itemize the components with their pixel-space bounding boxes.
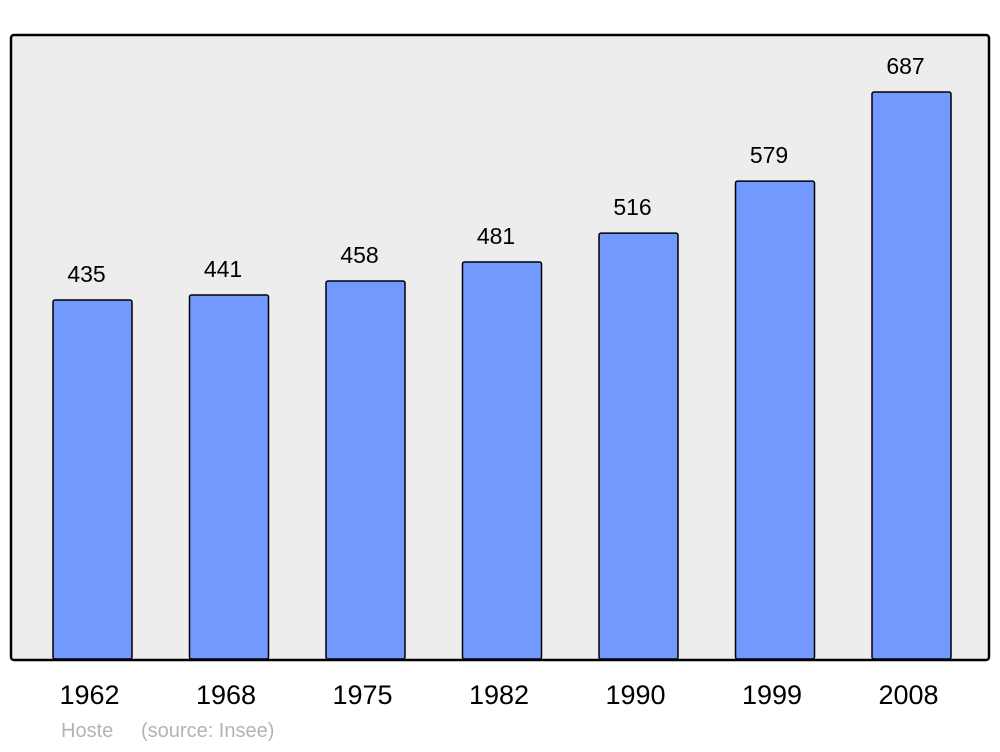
data-label-1962: 435 (67, 261, 105, 287)
data-label-1982: 481 (477, 223, 515, 249)
x-tick-label-1968: 1968 (196, 680, 256, 710)
data-label-1990: 516 (613, 194, 651, 220)
bar-1990 (598, 232, 679, 660)
bar-1962 (52, 299, 133, 660)
x-tick-label-1975: 1975 (332, 680, 392, 710)
data-label-1968: 441 (204, 256, 242, 282)
data-label-2008: 687 (886, 53, 924, 79)
data-label-1975: 458 (340, 242, 378, 268)
x-tick-label-1982: 1982 (469, 680, 529, 710)
x-tick-label-1962: 1962 (59, 680, 119, 710)
bar-1982 (461, 261, 543, 660)
data-label-1999: 579 (750, 142, 788, 168)
x-tick-label-1990: 1990 (605, 680, 665, 710)
bar-1999 (734, 180, 816, 660)
x-tick-label-1999: 1999 (742, 680, 802, 710)
bar-1975 (325, 280, 406, 660)
footer-place: Hoste (61, 720, 113, 742)
bar-1968 (188, 294, 270, 660)
footer-source: (source: Insee) (141, 720, 274, 742)
x-tick-label-2008: 2008 (878, 680, 938, 710)
bar-2008 (871, 91, 952, 660)
